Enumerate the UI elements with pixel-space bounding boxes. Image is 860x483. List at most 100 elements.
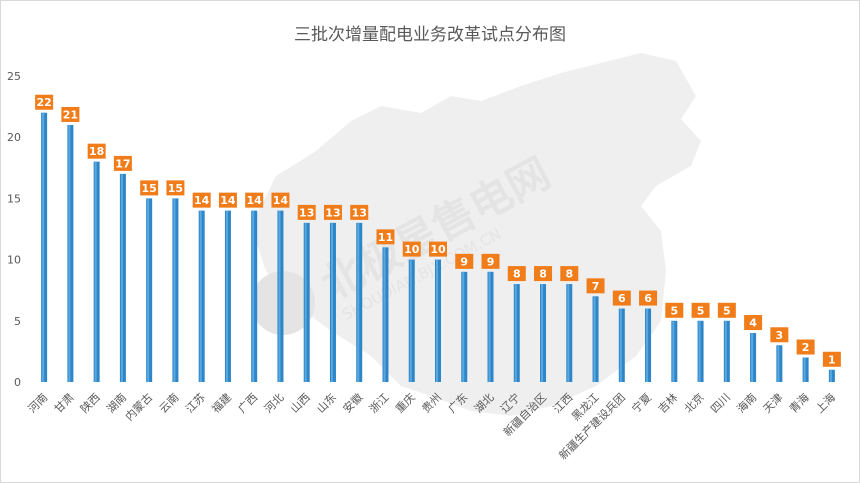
bar-highlight	[120, 173, 123, 382]
bar-series	[41, 112, 835, 383]
data-label-box	[271, 192, 290, 208]
data-label-box	[87, 143, 106, 159]
category-label: 内蒙古	[122, 390, 155, 423]
category-label: 海南	[734, 390, 759, 415]
bar-highlight	[409, 259, 412, 382]
data-label-box	[744, 315, 763, 331]
bar-highlight	[330, 222, 333, 382]
bar-highlight	[199, 210, 202, 382]
data-label: 4	[749, 317, 757, 330]
y-axis: 0 5 10 15 20 25	[7, 70, 21, 389]
data-label: 5	[697, 304, 705, 317]
data-label: 9	[487, 255, 495, 268]
data-label-box	[560, 266, 579, 282]
data-label-box	[481, 253, 500, 269]
data-label-box	[192, 192, 211, 208]
bar-highlight	[304, 222, 307, 382]
data-label-box	[113, 155, 132, 171]
data-label: 11	[378, 231, 393, 244]
y-tick-label: 10	[7, 254, 21, 267]
category-label: 河北	[262, 391, 287, 416]
data-label-box	[297, 204, 316, 220]
data-label-box	[402, 241, 421, 257]
bar-highlight	[68, 124, 71, 383]
data-label-box	[218, 192, 237, 208]
bar-highlight	[646, 308, 649, 382]
bar-highlight	[567, 284, 570, 382]
data-label-box	[166, 180, 185, 196]
bar-highlight	[514, 284, 517, 382]
chart-title: 三批次增量配电业务改革试点分布图	[294, 25, 566, 45]
category-label: 福建	[209, 390, 234, 415]
y-tick-label: 25	[7, 70, 21, 83]
y-tick-label: 0	[14, 376, 21, 389]
data-label: 22	[36, 96, 51, 109]
data-label: 13	[299, 206, 314, 219]
y-tick-label: 5	[14, 315, 21, 328]
data-label: 8	[539, 268, 547, 281]
data-label: 6	[618, 292, 626, 305]
data-label: 2	[802, 341, 810, 354]
data-label-box	[639, 290, 658, 306]
category-label: 天津	[761, 391, 786, 416]
bar-highlight	[593, 296, 596, 382]
data-label: 15	[142, 182, 157, 195]
data-label: 14	[273, 194, 289, 207]
data-label-box	[534, 266, 553, 282]
category-label: 重庆	[392, 390, 417, 415]
bar-highlight	[225, 210, 228, 382]
data-label: 1	[828, 353, 836, 366]
category-label: 云南	[157, 391, 182, 416]
data-label: 10	[404, 243, 420, 256]
category-label: 江苏	[183, 391, 208, 416]
category-label: 甘肃	[52, 391, 77, 416]
data-label-box	[376, 229, 395, 245]
data-label: 13	[325, 206, 340, 219]
data-label-box	[455, 253, 474, 269]
data-label-box	[691, 302, 710, 318]
data-label-box	[796, 339, 815, 355]
data-label: 5	[723, 304, 731, 317]
data-label-box	[665, 302, 684, 318]
category-label: 四川	[708, 391, 733, 416]
bar-highlight	[278, 210, 281, 382]
data-label: 14	[247, 194, 263, 207]
category-label: 山东	[314, 391, 339, 416]
data-label: 15	[168, 182, 183, 195]
data-label-box	[507, 266, 526, 282]
data-label: 8	[513, 268, 521, 281]
category-label: 浙江	[367, 391, 392, 416]
bar-highlight	[777, 345, 780, 382]
bar-highlight	[173, 198, 176, 382]
bar-highlight	[724, 320, 727, 382]
data-label: 5	[670, 304, 678, 317]
category-label: 河南	[26, 391, 51, 416]
category-label: 广西	[236, 391, 261, 416]
bar-highlight	[698, 320, 701, 382]
data-label-box	[586, 278, 605, 294]
category-label: 山西	[288, 391, 313, 416]
data-label: 13	[352, 206, 367, 219]
data-label: 10	[430, 243, 446, 256]
data-label-box	[612, 290, 631, 306]
bar-highlight	[42, 112, 45, 382]
data-label: 6	[644, 292, 652, 305]
data-label: 14	[220, 194, 236, 207]
data-label: 3	[776, 329, 784, 342]
data-label: 7	[592, 280, 600, 293]
bar-highlight	[488, 271, 491, 382]
data-label: 9	[460, 255, 468, 268]
data-label: 8	[565, 268, 573, 281]
data-label-box	[717, 302, 736, 318]
bar-highlight	[803, 357, 806, 382]
data-label-box	[429, 241, 447, 257]
category-label: 吉林	[655, 390, 680, 415]
y-tick-label: 20	[7, 131, 21, 144]
bar-highlight	[252, 210, 255, 382]
category-label: 北京	[681, 390, 706, 415]
data-label-box	[140, 180, 159, 196]
category-label: 宁夏	[629, 390, 654, 415]
bar-highlight	[383, 247, 386, 382]
